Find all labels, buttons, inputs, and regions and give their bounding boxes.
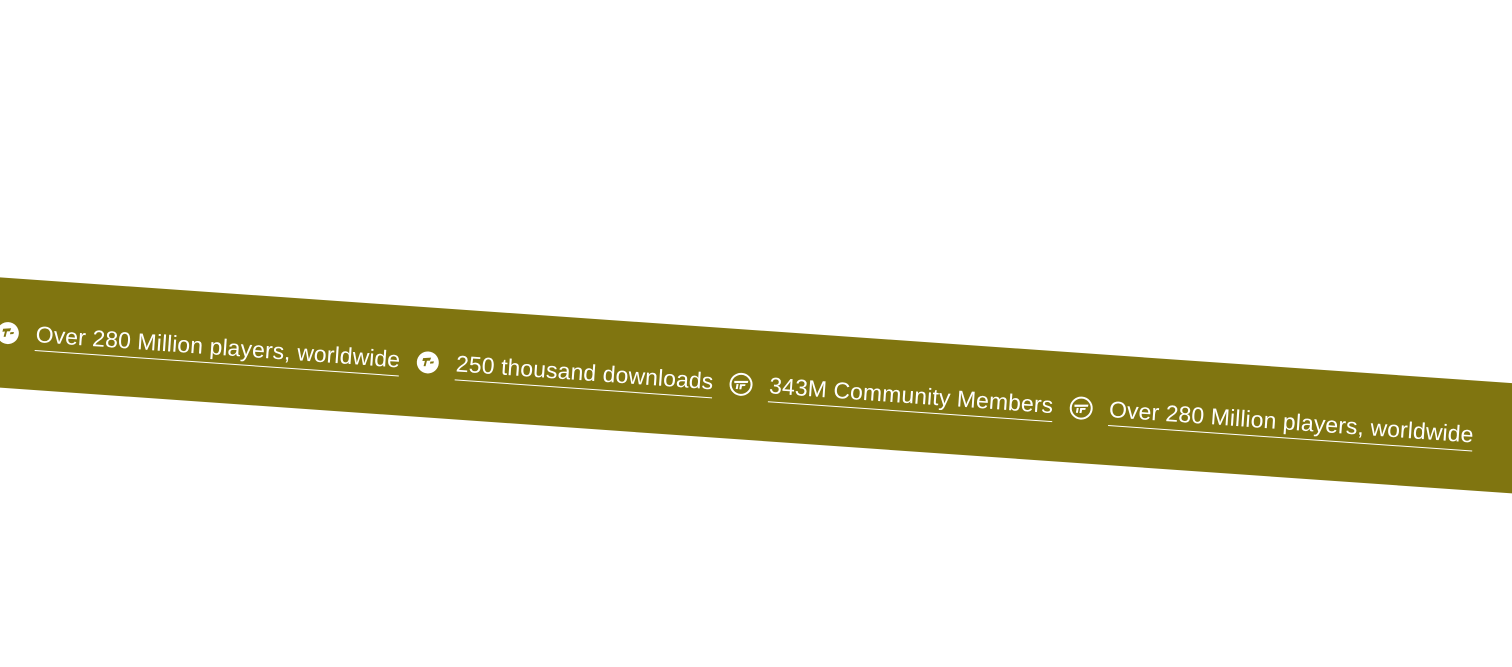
ticker-label: Over 280 Million players, worldwide — [34, 319, 402, 377]
badge-logo-icon — [0, 320, 21, 346]
ticker-label: 343M Community Members — [768, 370, 1055, 423]
emblem-logo-icon — [1068, 395, 1094, 421]
ticker-label: Over 280 Million players, worldwide — [1107, 394, 1475, 452]
ticker-item-players[interactable]: Over 280 Million players, worldwide — [0, 316, 402, 377]
stats-ticker-band: Over 280 Million players, worldwide 250 … — [0, 269, 1512, 502]
ticker-label: 250 thousand downloads — [454, 348, 715, 399]
ticker-item-players-repeat[interactable]: Over 280 Million players, worldwide — [1068, 391, 1475, 452]
emblem-logo-icon — [728, 372, 754, 398]
badge-logo-icon — [415, 350, 441, 376]
ticker-item-community[interactable]: 343M Community Members — [728, 368, 1055, 423]
ticker-item-downloads[interactable]: 250 thousand downloads — [415, 346, 715, 399]
